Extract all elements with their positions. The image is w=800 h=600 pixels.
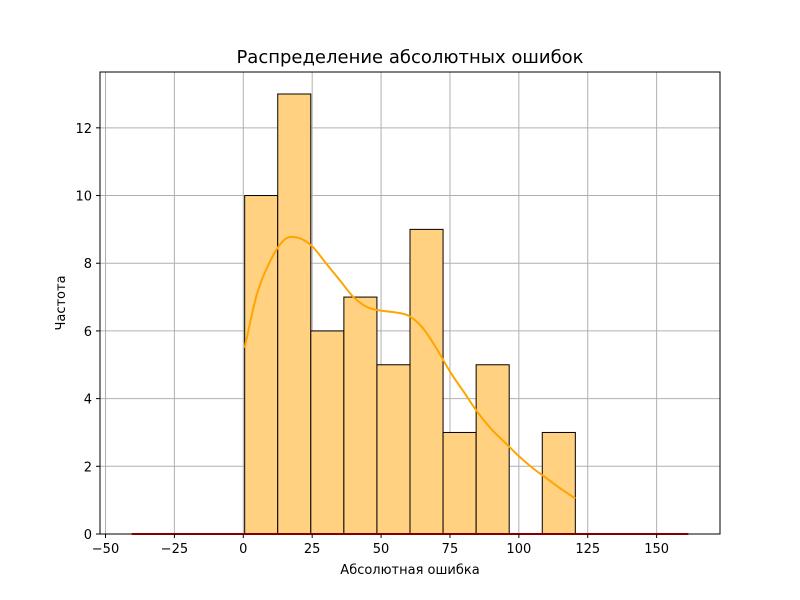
y-tick-label: 8 xyxy=(84,257,92,272)
y-tick-label: 2 xyxy=(84,460,92,475)
histogram-bar xyxy=(343,296,378,535)
x-tick-label: 125 xyxy=(575,542,600,557)
chart-title: Распределение абсолютных ошибок xyxy=(236,47,583,68)
x-tick-label: 0 xyxy=(239,542,247,557)
y-axis-label: Частота xyxy=(54,275,69,330)
histogram-bar xyxy=(310,330,345,535)
histogram-bar xyxy=(376,364,411,535)
histogram-bar xyxy=(244,195,279,535)
kde-curve-group xyxy=(243,235,576,500)
x-axis: −50 −25 0 25 50 75 100 125 150 xyxy=(92,534,669,557)
y-tick-label: 10 xyxy=(75,190,92,205)
x-axis-label: Абсолютная ошибка xyxy=(340,563,479,578)
x-tick-label: −25 xyxy=(161,542,188,557)
kde-curve xyxy=(243,235,576,500)
y-tick-label: 4 xyxy=(84,393,92,408)
x-tick-label: 75 xyxy=(442,542,459,557)
histogram-bars xyxy=(244,93,576,535)
x-tick-label: 100 xyxy=(506,542,531,557)
x-tick-label: −50 xyxy=(92,542,119,557)
x-tick-label: 150 xyxy=(644,542,669,557)
histogram-bar xyxy=(442,431,477,535)
y-tick-label: 6 xyxy=(84,325,92,340)
x-tick-label: 25 xyxy=(304,542,321,557)
plot-frame xyxy=(99,71,721,535)
histogram-bar xyxy=(541,431,576,535)
histogram-bar xyxy=(475,364,510,535)
histogram-bar xyxy=(277,93,312,535)
y-tick-label: 12 xyxy=(75,122,92,137)
y-axis: 0 2 4 6 8 10 12 xyxy=(75,122,100,543)
y-tick-label: 0 xyxy=(84,528,92,543)
x-tick-label: 50 xyxy=(373,542,390,557)
histogram-bar xyxy=(409,228,444,535)
